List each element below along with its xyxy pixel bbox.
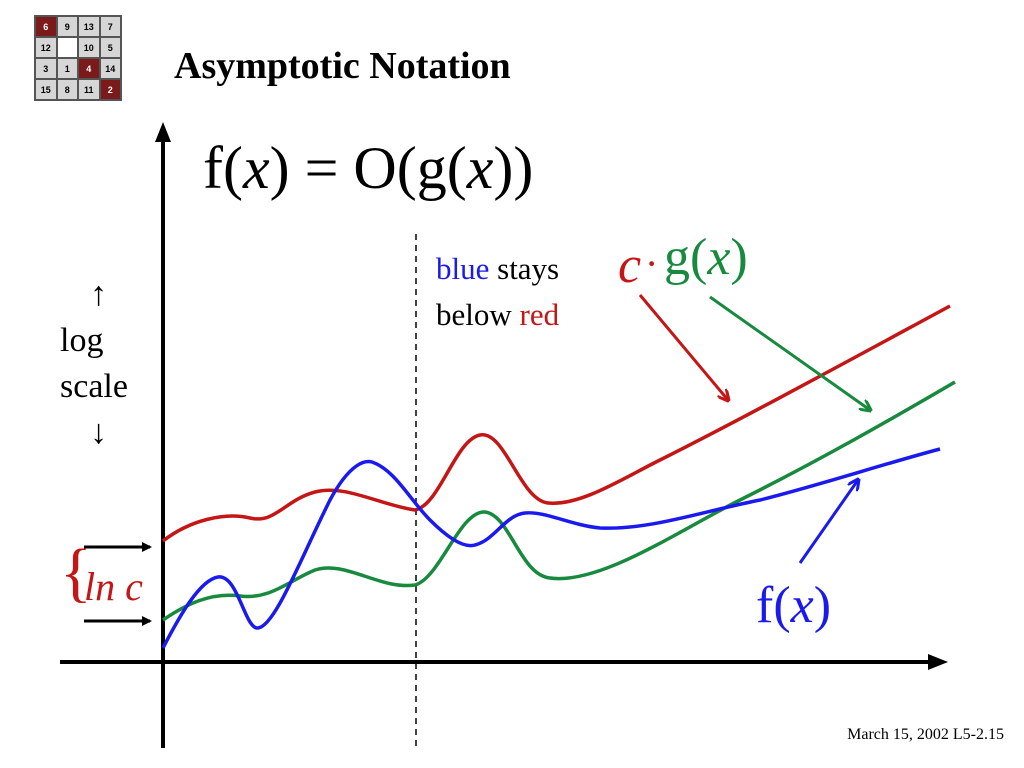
logo-tile: 14: [100, 59, 120, 78]
f-prefix: f(: [756, 577, 791, 634]
logo-tile: 6: [36, 17, 56, 36]
note-below: below: [436, 297, 520, 332]
note-stays: stays: [489, 251, 560, 286]
logo-tile: 15: [36, 80, 56, 99]
logo-tile: [57, 38, 77, 57]
logo-tile: 8: [57, 80, 77, 99]
g-prefix: g(: [664, 229, 708, 286]
c-dot: ·: [645, 241, 659, 286]
logo-tile: 4: [79, 59, 99, 78]
puzzle-logo: 6 9 13 7 12 10 5 3 1 4 14 15 8 11 2: [34, 15, 122, 101]
slide-footer: March 15, 2002 L5-2.15: [847, 726, 1004, 743]
g-suffix: ): [730, 229, 748, 286]
up-arrow-icon: ↑: [90, 276, 107, 313]
formula-x2: x: [466, 135, 494, 201]
green-curve-g: [162, 380, 956, 622]
y-axis-arrowhead: [155, 122, 171, 142]
x-axis-arrowhead: [928, 654, 948, 670]
logo-tile: 1: [57, 59, 77, 78]
logo-tile: 2: [100, 80, 120, 99]
logo-tile: 13: [79, 17, 99, 36]
log-scale-label: ↑ log scale ↓: [60, 272, 128, 456]
big-o-formula: f(x) = O(g(x)): [203, 134, 533, 203]
formula-end: )): [493, 135, 534, 201]
blue-below-red-note: blue stays below red: [436, 246, 559, 338]
lnc-brace: {: [60, 536, 92, 609]
f-suffix: ): [813, 577, 832, 634]
formula-x1: x: [242, 135, 270, 201]
logo-tile: 12: [36, 38, 56, 57]
blue-curve-f: [161, 447, 941, 649]
formula-mid: ) = O(g(: [269, 135, 467, 201]
green-pointer-arrow: [709, 295, 870, 410]
formula-f: f(: [203, 135, 243, 201]
note-red-word: red: [519, 297, 560, 332]
c-label: c: [618, 237, 642, 294]
blue-pointer-arrow: [798, 480, 858, 564]
slide-title: Asymptotic Notation: [174, 45, 511, 87]
logo-tile: 10: [79, 38, 99, 57]
logo-tile: 3: [36, 59, 56, 78]
red-pointer-arrow: [638, 294, 728, 400]
f-var: x: [790, 577, 814, 634]
scale-word: scale: [60, 368, 128, 405]
logo-tile: 5: [100, 38, 120, 57]
g-var: x: [707, 229, 731, 286]
note-blue-word: blue: [436, 251, 490, 286]
down-arrow-icon: ↓: [90, 414, 107, 451]
red-curve-c-g: [161, 304, 951, 543]
logo-tile: 9: [57, 17, 77, 36]
logo-tile: 7: [100, 17, 120, 36]
ln-c-label: ln c: [84, 564, 143, 609]
f-of-x-label: f(x): [756, 576, 831, 635]
scale-log-word: log: [60, 322, 104, 359]
logo-tile: 11: [79, 80, 99, 99]
g-of-x-label: g(x): [664, 228, 748, 287]
